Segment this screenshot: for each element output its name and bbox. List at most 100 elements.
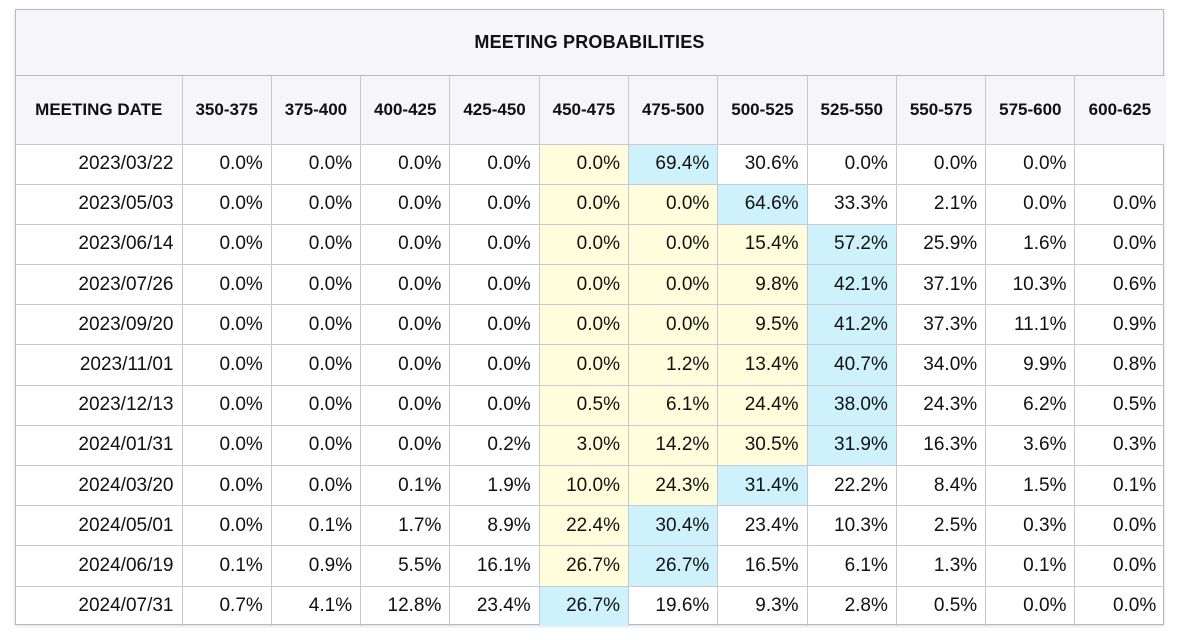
probability-cell: 6.1% [627,384,719,426]
probability-cell: 9.8% [717,264,808,306]
probability-cell: 9.3% [717,585,808,627]
column-header-rate-range: 600-625 [1074,76,1165,145]
probability-cell: 0.1% [985,545,1076,587]
probability-cell: 8.4% [895,464,987,507]
probability-cell: 0.0% [1074,505,1165,547]
probability-cell: 0.0% [627,264,719,306]
probability-cell: 3.6% [985,424,1076,467]
probability-cell: 30.4% [627,505,719,547]
probability-cell: 0.0% [360,183,451,225]
probability-cell: 0.0% [895,143,987,185]
table-row: 2024/07/31 0.7% 4.1% 12.8% 23.4% 26.7% 19.6% 9.… [16,585,1165,627]
probability-cell: 1.9% [449,464,540,507]
probability-cell: 26.7% [627,545,719,587]
meeting-date-cell: 2023/09/20 [16,304,183,346]
probability-cell: 30.5% [717,424,808,467]
probability-cell: 0.0% [449,143,540,185]
table-row: 2023/09/20 0.0% 0.0% 0.0% 0.0% 0.0% 0.0% 9.5% 41… [16,304,1165,346]
probability-cell: 24.4% [717,384,808,426]
probability-cell: 10.0% [538,464,629,507]
probability-cell: 0.0% [270,304,362,346]
probability-cell: 0.1% [360,464,451,507]
table-row: 2023/03/22 0.0% 0.0% 0.0% 0.0% 0.0% 69.4% 30.6%… [16,143,1165,185]
probability-cell: 0.0% [449,344,540,386]
probability-cell: 0.0% [538,223,629,266]
probability-cell: 0.0% [360,424,451,467]
probability-cell: 25.9% [895,223,987,266]
probability-cell: 0.0% [985,143,1076,185]
table-row: 2023/12/13 0.0% 0.0% 0.0% 0.0% 0.5% 6.1% 24.4% 3… [16,384,1165,426]
table-row: 2024/06/19 0.1% 0.9% 5.5% 16.1% 26.7% 26.7% 16.… [16,545,1165,587]
probability-cell: 1.2% [627,344,719,386]
probability-cell: 0.0% [449,304,540,346]
probability-cell: 3.0% [538,424,629,467]
probability-cell: 0.0% [538,264,629,306]
header-row: MEETING DATE 350-375 375-400 400-425 425-45… [16,76,1165,145]
probability-cell: 9.5% [717,304,808,346]
probability-cell: 10.3% [985,264,1076,306]
column-header-rate-range: 475-500 [627,76,719,145]
probability-cell: 0.0% [270,223,362,266]
probability-cell: 0.0% [270,464,362,507]
probability-cell: 1.5% [985,464,1076,507]
probability-cell: 0.0% [627,304,719,346]
probability-cell: 0.1% [1074,464,1165,507]
table-row: 2023/06/14 0.0% 0.0% 0.0% 0.0% 0.0% 0.0% 15.4% 5… [16,223,1165,266]
probability-cell: 0.0% [181,143,272,185]
probability-cell: 16.5% [717,545,808,587]
probability-cell: 0.5% [1074,384,1165,426]
probability-cell: 0.6% [1074,264,1165,306]
probability-cell: 1.7% [360,505,451,547]
probability-cell: 0.0% [449,384,540,426]
probability-cell: 0.9% [270,545,362,587]
probability-cell: 0.0% [181,183,272,225]
probability-cell: 2.5% [895,505,987,547]
probability-cell: 0.0% [449,183,540,225]
probability-cell: 0.2% [449,424,540,467]
probability-cell: 23.4% [449,585,540,627]
probability-cell: 0.0% [181,384,272,426]
probability-cell: 0.0% [1074,585,1165,627]
column-header-rate-range: 400-425 [360,76,451,145]
table-row: 2023/05/03 0.0% 0.0% 0.0% 0.0% 0.0% 0.0% 64.6% 3… [16,183,1165,225]
probability-cell: 12.8% [360,585,451,627]
probability-cell: 13.4% [717,344,808,386]
probability-cell: 0.0% [270,344,362,386]
probability-cell: 16.1% [449,545,540,587]
probability-cell: 6.2% [985,384,1076,426]
probability-cell: 0.5% [895,585,987,627]
meeting-date-cell: 2023/03/22 [16,143,183,185]
probability-cell: 0.0% [538,143,629,185]
probability-cell: 31.9% [806,424,897,467]
probability-cell: 0.0% [181,264,272,306]
probability-cell: 26.7% [538,545,629,587]
probability-cell: 19.6% [627,585,719,627]
meeting-date-cell: 2023/12/13 [16,384,183,426]
meeting-date-cell: 2024/05/01 [16,505,183,547]
probability-cell: 64.6% [717,183,808,225]
probability-cell: 0.0% [181,304,272,346]
meeting-date-cell: 2024/07/31 [16,585,183,627]
probability-cell: 0.0% [181,424,272,467]
column-header-rate-range: 500-525 [717,76,808,145]
column-header-meeting-date: MEETING DATE [16,76,183,145]
probability-cell: 0.0% [181,344,272,386]
probability-cell: 0.0% [538,344,629,386]
meeting-date-cell: 2023/06/14 [16,223,183,266]
probability-cell: 0.0% [985,183,1076,225]
probability-cell: 42.1% [806,264,897,306]
meeting-date-cell: 2024/03/20 [16,464,183,507]
probability-cell: 41.2% [806,304,897,346]
column-header-rate-range: 425-450 [449,76,540,145]
probability-cell: 24.3% [895,384,987,426]
probability-cell: 30.6% [717,143,808,185]
table-row: 2024/05/01 0.0% 0.1% 1.7% 8.9% 22.4% 30.4% 23.4… [16,505,1165,547]
probability-cell: 38.0% [806,384,897,426]
probability-cell: 10.3% [806,505,897,547]
probability-cell: 0.0% [270,143,362,185]
probability-cell: 0.0% [181,223,272,266]
probability-cell: 57.2% [806,223,897,266]
probability-cell: 22.4% [538,505,629,547]
probability-cell: 24.3% [627,464,719,507]
probabilities-panel: MEETING PROBABILITIES MEETING DATE 350-3… [15,9,1165,627]
